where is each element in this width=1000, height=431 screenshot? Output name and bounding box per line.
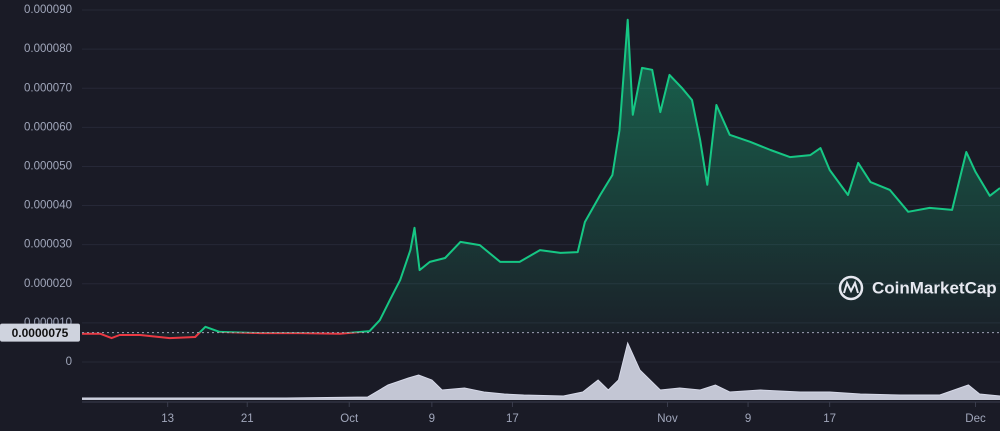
watermark-text: CoinMarketCap xyxy=(872,278,997,297)
y-tick-label: 0.000050 xyxy=(24,160,72,172)
watermark-logo xyxy=(838,275,864,301)
y-tick-label: 0.000070 xyxy=(24,82,72,94)
volume-area-fill xyxy=(82,343,1000,400)
y-tick-label: 0.000090 xyxy=(24,4,72,16)
x-tick-label: 9 xyxy=(745,413,751,425)
y-tick-label: 0.000060 xyxy=(24,121,72,133)
watermark: CoinMarketCap xyxy=(838,275,997,301)
x-tick-label: 17 xyxy=(823,413,836,425)
x-tick-label: 9 xyxy=(429,413,435,425)
volume-line xyxy=(82,341,1000,399)
price-line xyxy=(82,18,1000,340)
y-tick-label: 0.000020 xyxy=(24,278,72,290)
x-tick-label: 21 xyxy=(241,413,254,425)
baseline-label: 0.0000075 xyxy=(12,326,69,340)
x-tick-label: Dec xyxy=(965,413,986,425)
y-tick-label: 0 xyxy=(66,356,72,368)
x-tick-label: Oct xyxy=(340,413,359,425)
y-tick-label: 0.000040 xyxy=(24,200,72,212)
x-tick-label: 13 xyxy=(161,413,174,425)
y-tick-label: 0.000080 xyxy=(24,43,72,55)
price-area-fill xyxy=(82,19,1000,339)
x-tick-label: Nov xyxy=(657,413,678,425)
baseline-badge xyxy=(0,323,80,342)
y-tick-label: 0.000030 xyxy=(24,239,72,251)
watermark-logo-mark xyxy=(843,280,859,294)
x-tick-label: 17 xyxy=(506,413,519,425)
